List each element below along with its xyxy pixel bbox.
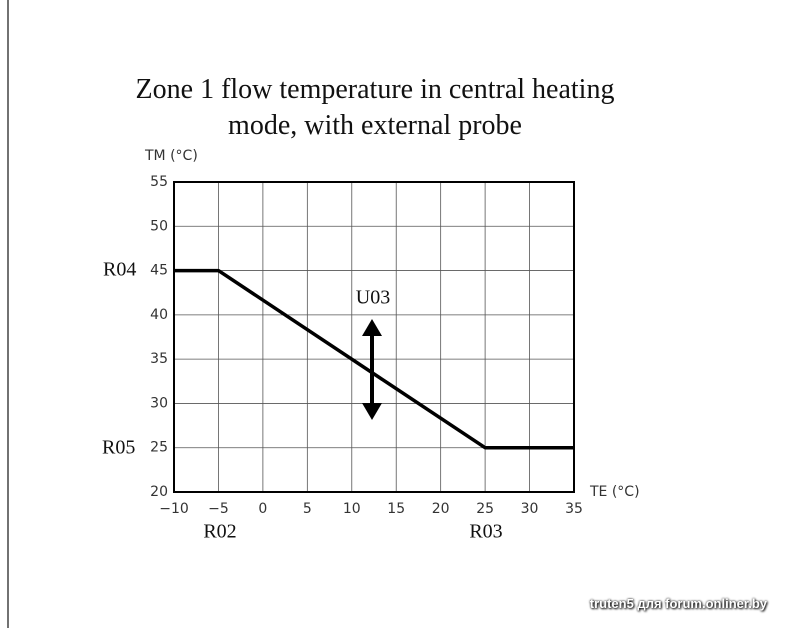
annotation: U03 [356,287,390,309]
series-line [174,268,574,450]
u03-arrow [362,319,382,420]
annotation: R02 [203,521,236,543]
grid [173,181,575,493]
x-tick-label: 20 [432,501,450,517]
x-tick-label: 30 [521,501,539,517]
y-tick-label: 50 [150,218,168,234]
y-tick-label: 30 [150,395,168,411]
watermark: truten5 для forum.onliner.by [589,596,767,611]
annotation: R05 [102,437,135,459]
y-tick-label: 45 [150,263,168,279]
x-tick-label: 10 [343,501,361,517]
plot-frame [173,181,575,493]
x-tick-label: 35 [565,501,583,517]
y-tick-label: 55 [150,174,168,190]
y-axis-label: TM (°C) [144,148,198,164]
x-axis-label: TE (°C) [589,484,640,500]
x-tick-label: 25 [476,501,494,517]
x-tick-label: 5 [303,501,312,517]
y-tick-label: 40 [150,307,168,323]
annotation: R03 [469,521,502,543]
x-tick-label: −10 [159,501,189,517]
x-tick-label: −5 [208,501,229,517]
y-tick-label: 20 [150,484,168,500]
x-tick-label: 15 [387,501,405,517]
chart-title: Zone 1 flow temperature in central heati… [135,74,615,141]
y-tick-label: 25 [150,440,168,456]
annotation: R04 [103,259,136,281]
x-tick-label: 0 [258,501,267,517]
y-tick-label: 35 [150,351,168,367]
